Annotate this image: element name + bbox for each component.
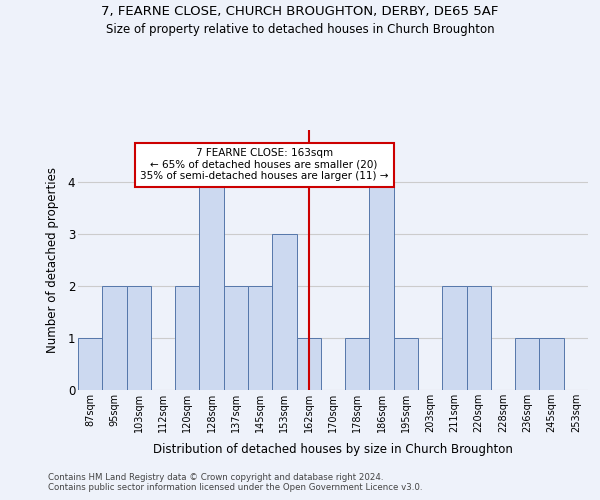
Text: Contains HM Land Registry data © Crown copyright and database right 2024.: Contains HM Land Registry data © Crown c…: [48, 472, 383, 482]
Bar: [127, 286, 151, 390]
Bar: [539, 338, 564, 390]
Bar: [175, 286, 199, 390]
Bar: [248, 286, 272, 390]
Bar: [345, 338, 370, 390]
Bar: [78, 338, 102, 390]
Bar: [296, 338, 321, 390]
Text: Contains public sector information licensed under the Open Government Licence v3: Contains public sector information licen…: [48, 484, 422, 492]
Bar: [394, 338, 418, 390]
Text: Distribution of detached houses by size in Church Broughton: Distribution of detached houses by size …: [153, 442, 513, 456]
Bar: [199, 182, 224, 390]
Bar: [515, 338, 539, 390]
Bar: [442, 286, 467, 390]
Y-axis label: Number of detached properties: Number of detached properties: [46, 167, 59, 353]
Bar: [224, 286, 248, 390]
Bar: [467, 286, 491, 390]
Text: Size of property relative to detached houses in Church Broughton: Size of property relative to detached ho…: [106, 22, 494, 36]
Bar: [370, 182, 394, 390]
Text: 7 FEARNE CLOSE: 163sqm
← 65% of detached houses are smaller (20)
35% of semi-det: 7 FEARNE CLOSE: 163sqm ← 65% of detached…: [140, 148, 388, 182]
Bar: [102, 286, 127, 390]
Bar: [272, 234, 296, 390]
Text: 7, FEARNE CLOSE, CHURCH BROUGHTON, DERBY, DE65 5AF: 7, FEARNE CLOSE, CHURCH BROUGHTON, DERBY…: [101, 5, 499, 18]
